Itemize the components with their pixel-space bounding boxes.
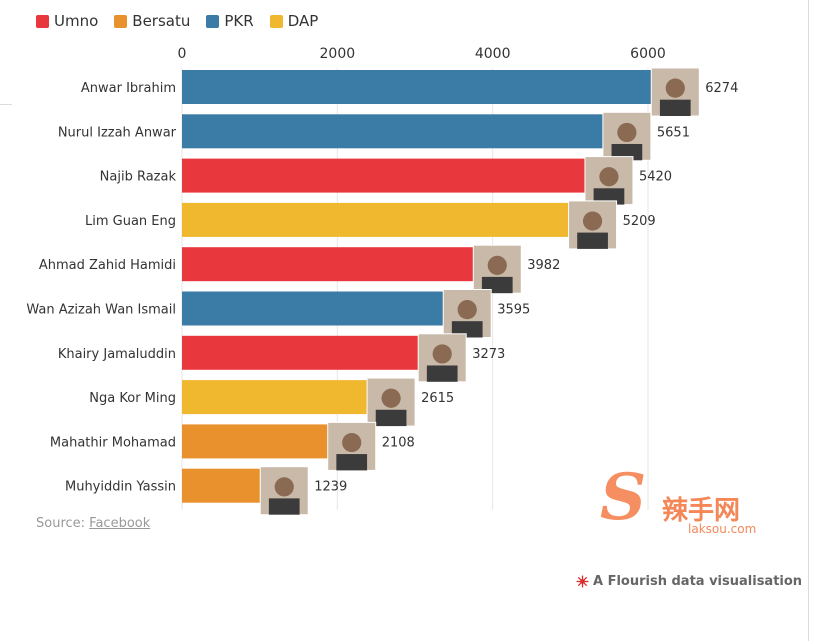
legend-label: Umno	[54, 12, 99, 30]
value-label: 3595	[497, 303, 530, 318]
value-label: 5209	[623, 214, 656, 229]
category-label: Najib Razak	[100, 170, 177, 185]
value-label: 2615	[421, 391, 454, 406]
portrait-face	[617, 122, 637, 143]
value-label: 3273	[472, 347, 505, 362]
category-label: Nurul Izzah Anwar	[58, 125, 177, 140]
portrait-face	[381, 388, 401, 408]
category-label: Muhyiddin Yassin	[65, 480, 176, 495]
legend-label: Bersatu	[132, 12, 191, 30]
portrait-shoulders	[659, 99, 691, 116]
source-link[interactable]: Facebook	[89, 516, 151, 531]
bar	[182, 114, 621, 149]
legend-label: PKR	[224, 12, 254, 30]
legend-swatch	[206, 14, 220, 28]
value-label: 2108	[382, 435, 415, 450]
legend-swatch	[269, 14, 283, 28]
legend-swatch	[114, 14, 128, 28]
legend-item-dap[interactable]: DAP	[269, 12, 319, 30]
portrait-face	[487, 255, 507, 275]
watermark-s-icon: S	[600, 460, 647, 535]
source-note: Source: Facebook	[36, 516, 150, 531]
portrait-shoulders	[577, 232, 608, 249]
bar	[182, 202, 587, 237]
frame-tick	[0, 104, 12, 105]
flourish-credit-text: A Flourish data visualisation	[593, 574, 803, 589]
category-label: Nga Kor Ming	[89, 391, 176, 406]
portrait-face	[342, 432, 362, 453]
x-tick-label: 4000	[475, 46, 511, 62]
legend-item-bersatu[interactable]: Bersatu	[114, 12, 190, 30]
legend-item-pkr[interactable]: PKR	[206, 12, 254, 30]
value-label: 5420	[639, 170, 672, 185]
portrait-face	[457, 300, 477, 320]
bar	[182, 70, 670, 104]
legend-label: DAP	[287, 12, 319, 30]
portrait-face	[665, 78, 685, 98]
flourish-star-icon	[576, 575, 589, 588]
watermark-brand: 辣手网	[662, 496, 741, 526]
bar	[182, 247, 492, 282]
watermark-logo: S 辣手网 laksou.com	[600, 460, 790, 540]
category-label: Khairy Jamaluddin	[58, 347, 176, 362]
category-label: Wan Azizah Wan Ismail	[26, 303, 176, 318]
portrait-face	[432, 344, 452, 364]
value-label: 5651	[657, 125, 690, 140]
value-label: 1239	[314, 480, 347, 495]
source-label: Source:	[36, 516, 86, 531]
legend: Umno Bersatu PKR DAP	[36, 12, 318, 30]
portrait-face	[274, 477, 294, 497]
bar	[182, 335, 437, 370]
frame-divider	[808, 0, 809, 641]
portrait-shoulders	[426, 365, 458, 382]
category-label: Anwar Ibrahim	[81, 81, 176, 96]
bar	[182, 380, 386, 415]
portrait-shoulders	[375, 409, 407, 427]
category-label: Ahmad Zahid Hamidi	[39, 258, 176, 273]
watermark-url: laksou.com	[688, 522, 757, 536]
x-tick-label: 6000	[630, 46, 666, 62]
legend-swatch	[36, 14, 49, 28]
x-tick-label: 0	[178, 46, 187, 62]
portrait-shoulders	[336, 454, 368, 471]
category-label: Mahathir Mohamad	[50, 435, 176, 450]
flourish-credit[interactable]: A Flourish data visualisation	[576, 574, 802, 589]
value-label: 3982	[527, 258, 560, 273]
legend-item-umno[interactable]: Umno	[36, 12, 98, 30]
bar	[182, 424, 346, 459]
portrait-face	[582, 211, 603, 231]
bar	[182, 158, 603, 193]
x-tick-label: 2000	[320, 46, 356, 62]
portrait-face	[599, 167, 619, 187]
value-label: 6274	[705, 81, 738, 96]
portrait-shoulders	[268, 498, 300, 515]
category-label: Lim Guan Eng	[85, 214, 176, 229]
bar	[182, 291, 462, 326]
